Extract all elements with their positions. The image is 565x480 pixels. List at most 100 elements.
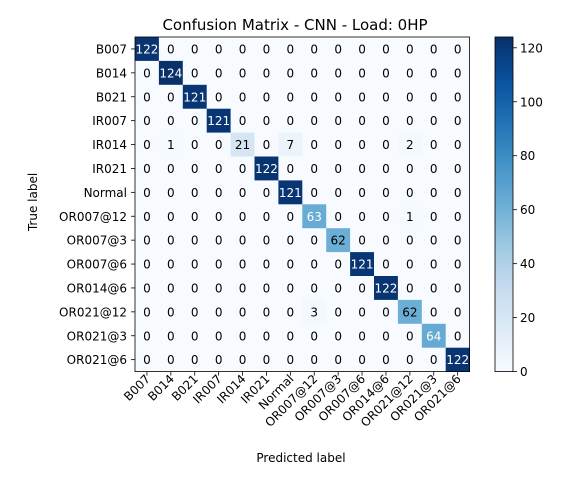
heatmap-cell bbox=[421, 299, 447, 325]
cell-value-label: 0 bbox=[143, 114, 151, 128]
y-tick-label: B014 bbox=[96, 66, 127, 80]
cell-value-label: 0 bbox=[143, 186, 151, 200]
heatmap-cell bbox=[135, 228, 160, 253]
cell-value-label: 0 bbox=[454, 42, 462, 56]
heatmap-cell bbox=[206, 323, 231, 349]
heatmap-cell bbox=[278, 37, 303, 62]
heatmap-cell bbox=[421, 108, 447, 133]
heatmap-cell bbox=[206, 84, 231, 110]
heatmap-cell bbox=[350, 180, 375, 205]
cell-value-label: 122 bbox=[446, 353, 469, 367]
heatmap-cell bbox=[350, 204, 375, 229]
colorbar-tick-label: 20 bbox=[520, 311, 535, 325]
heatmap-cell bbox=[421, 347, 447, 372]
cell-value-label: 0 bbox=[310, 114, 318, 128]
cell-value-label: 0 bbox=[191, 234, 199, 248]
heatmap-cell bbox=[350, 276, 375, 301]
cell-value-label: 0 bbox=[215, 258, 223, 272]
heatmap-cell bbox=[254, 323, 279, 349]
heatmap-cell bbox=[230, 37, 255, 62]
cell-value-label: 0 bbox=[406, 186, 414, 200]
cell-value-label: 0 bbox=[358, 66, 366, 80]
heatmap-cell bbox=[326, 252, 351, 277]
heatmap-cell bbox=[278, 204, 303, 229]
cell-value-label: 0 bbox=[334, 42, 342, 56]
heatmap-cell bbox=[158, 156, 184, 181]
cell-value-label: 122 bbox=[135, 42, 158, 56]
heatmap-cell bbox=[254, 299, 279, 325]
heatmap-cell bbox=[326, 299, 351, 325]
heatmap-cell bbox=[278, 108, 303, 133]
cell-value-label: 0 bbox=[191, 281, 199, 295]
cell-value-label: 0 bbox=[167, 329, 175, 343]
cell-value-label: 0 bbox=[287, 234, 295, 248]
cell-value-label: 0 bbox=[430, 138, 438, 152]
cell-value-label: 0 bbox=[287, 353, 295, 367]
heatmap-cell bbox=[421, 37, 447, 62]
cell-value-label: 0 bbox=[167, 258, 175, 272]
heatmap-cell bbox=[230, 108, 255, 133]
heatmap-cell bbox=[158, 276, 184, 301]
colorbar-tick-label: 0 bbox=[520, 365, 528, 379]
cell-value-label: 21 bbox=[235, 138, 250, 152]
heatmap-cell bbox=[302, 204, 327, 229]
cell-value-label: 0 bbox=[287, 258, 295, 272]
heatmap-cell bbox=[254, 252, 279, 277]
cell-value-label: 121 bbox=[351, 258, 374, 272]
heatmap-cell bbox=[182, 156, 208, 181]
heatmap-cell bbox=[374, 204, 399, 229]
heatmap-cell bbox=[182, 60, 208, 86]
cell-value-label: 0 bbox=[287, 42, 295, 56]
cell-value-label: 0 bbox=[263, 281, 271, 295]
heatmap-cell bbox=[254, 204, 279, 229]
cell-value-labels: 122 0 0 0 0 0 0 0 0 0 0 0 0 00 124 0 0 0 0 0 0 0 0 0 0 0 00 0 121 0 0 0… bbox=[135, 42, 469, 367]
cell-value-label: 0 bbox=[215, 66, 223, 80]
cell-value-label: 0 bbox=[334, 186, 342, 200]
heatmap-cell bbox=[350, 108, 375, 133]
heatmap-cell bbox=[397, 156, 423, 181]
heatmap-cell bbox=[206, 347, 231, 372]
heatmap-cell bbox=[230, 60, 255, 86]
cell-value-label: 0 bbox=[143, 281, 151, 295]
cell-value-label: 0 bbox=[406, 258, 414, 272]
x-tick-label: B014 bbox=[145, 372, 177, 404]
heatmap-cell bbox=[182, 252, 208, 277]
heatmap-cell bbox=[445, 156, 470, 181]
cell-value-label: 0 bbox=[430, 42, 438, 56]
cell-value-label: 0 bbox=[358, 305, 366, 319]
cell-value-label: 0 bbox=[167, 234, 175, 248]
cell-value-label: 0 bbox=[382, 90, 390, 104]
heatmap-cell bbox=[374, 276, 399, 301]
heatmap-cell bbox=[278, 60, 303, 86]
cell-value-label: 0 bbox=[358, 138, 366, 152]
cell-value-label: 0 bbox=[358, 42, 366, 56]
colorbar-tick-label: 80 bbox=[520, 149, 535, 163]
cell-value-label: 0 bbox=[239, 329, 247, 343]
cell-value-label: 0 bbox=[382, 305, 390, 319]
cell-value-label: 1 bbox=[406, 210, 414, 224]
heatmap-cell bbox=[254, 156, 279, 181]
cell-value-label: 0 bbox=[310, 42, 318, 56]
cell-value-label: 0 bbox=[239, 305, 247, 319]
heatmap-cell bbox=[302, 180, 327, 205]
heatmap-cell bbox=[230, 180, 255, 205]
heatmap-cell bbox=[445, 37, 470, 62]
heatmap-cell bbox=[350, 323, 375, 349]
heatmap-cell bbox=[278, 228, 303, 253]
cell-value-label: 0 bbox=[358, 114, 366, 128]
y-axis-ticks: B007 B014 B021 IR007 IR014 IR021 Normal OR007@1… bbox=[59, 42, 135, 367]
cell-value-label: 0 bbox=[430, 281, 438, 295]
y-tick-label: B007 bbox=[96, 42, 127, 56]
cell-value-label: 0 bbox=[287, 162, 295, 176]
cell-value-label: 0 bbox=[143, 305, 151, 319]
heatmap-cell bbox=[421, 252, 447, 277]
cell-value-label: 0 bbox=[382, 258, 390, 272]
cell-value-label: 0 bbox=[239, 258, 247, 272]
heatmap-cell bbox=[302, 228, 327, 253]
heatmap-cell bbox=[350, 228, 375, 253]
heatmap-cell bbox=[230, 299, 255, 325]
cell-value-label: 0 bbox=[143, 353, 151, 367]
heatmap-cell bbox=[254, 60, 279, 86]
heatmap-cell bbox=[397, 323, 423, 349]
